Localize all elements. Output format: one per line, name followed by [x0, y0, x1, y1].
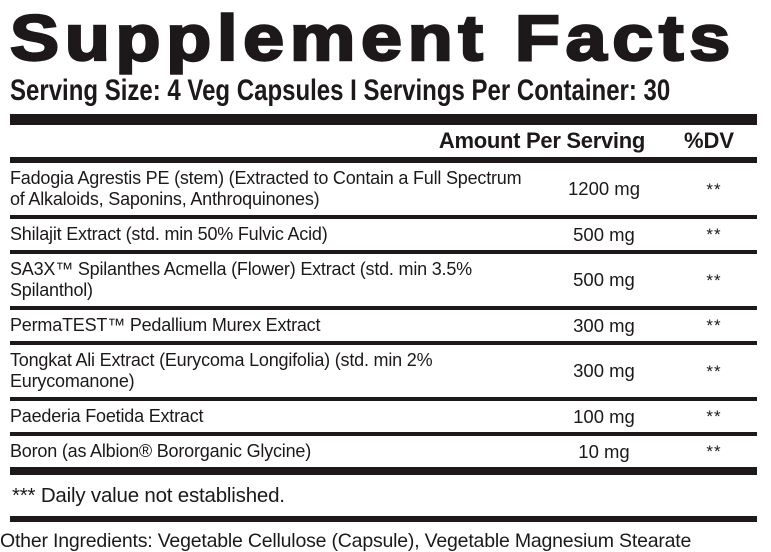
ingredient-name: Boron (as Albion® Bororganic Glycine): [10, 441, 312, 461]
thick-rule-top: [10, 114, 757, 125]
table-row: Boron (as Albion® Bororganic Glycine) 10…: [10, 432, 757, 467]
table-row: SA3X™ Spilanthes Acmella (Flower) Extrac…: [10, 250, 757, 306]
table-row: Shilajit Extract (std. min 50% Fulvic Ac…: [10, 215, 757, 250]
ingredient-name: Fadogia Agrestis PE (stem) (Extracted to…: [10, 168, 522, 209]
table-header-row: Amount Per Serving %DV: [10, 125, 757, 157]
ingredient-dv: **: [706, 316, 722, 335]
ingredient-amount: 500 mg: [573, 269, 635, 290]
ingredient-dv: **: [706, 270, 722, 290]
serving-size-line: Serving Size: 4 Veg Capsules I Servings …: [10, 74, 671, 107]
ingredient-amount: 1200 mg: [568, 178, 640, 199]
table-row: PermaTEST™ Pedallium Murex Extract 300 m…: [10, 306, 757, 341]
ingredient-name: Tongkat Ali Extract (Eurycoma Longifolia…: [10, 350, 433, 391]
ingredient-dv: **: [706, 407, 722, 426]
percent-dv-header: %DV: [683, 128, 735, 153]
table-row: Tongkat Ali Extract (Eurycoma Longifolia…: [10, 341, 757, 397]
ingredient-dv: **: [706, 442, 722, 461]
table-row: Fadogia Agrestis PE (stem) (Extracted to…: [10, 163, 757, 215]
table-row: Paederia Foetida Extract 100 mg **: [10, 397, 757, 432]
ingredient-dv: **: [706, 225, 722, 244]
ingredient-dv: **: [706, 361, 722, 381]
amount-per-serving-header: Amount Per Serving: [438, 128, 645, 153]
panel-title: Supplement Facts: [9, 2, 736, 74]
daily-value-footnote: *** Daily value not established.: [12, 484, 285, 507]
ingredient-name: Paederia Foetida Extract: [10, 406, 204, 426]
ingredient-amount: 500 mg: [573, 223, 635, 245]
ingredient-name: SA3X™ Spilanthes Acmella (Flower) Extrac…: [10, 259, 472, 300]
rule-under-header: [10, 157, 757, 163]
ingredient-name: Shilajit Extract (std. min 50% Fulvic Ac…: [10, 224, 328, 244]
rule-above-other-ingredients: [10, 516, 757, 522]
ingredient-name: PermaTEST™ Pedallium Murex Extract: [10, 315, 321, 335]
ingredient-amount: 10 mg: [578, 440, 630, 462]
ingredient-dv: **: [706, 179, 722, 199]
ingredient-amount: 300 mg: [573, 314, 635, 336]
ingredient-amount: 300 mg: [573, 360, 635, 381]
other-ingredients-line: Other Ingredients: Vegetable Cellulose (…: [0, 530, 692, 552]
ingredient-amount: 100 mg: [573, 405, 635, 427]
thick-rule-bottom: [10, 467, 757, 475]
ingredient-table: Fadogia Agrestis PE (stem) (Extracted to…: [10, 163, 757, 467]
